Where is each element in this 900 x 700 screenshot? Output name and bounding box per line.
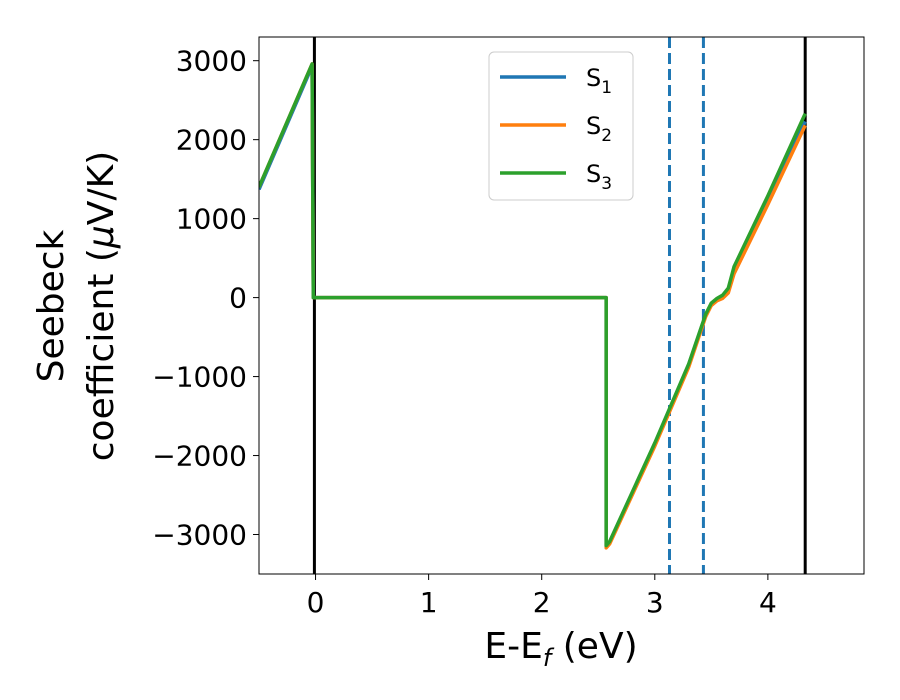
x-axis-label: E-Ef (eV) <box>484 626 637 672</box>
x-tick-label: 0 <box>307 586 325 619</box>
x-tick-label: 2 <box>533 586 551 619</box>
y-tick-label: −2000 <box>152 440 247 473</box>
y-axis-label-line2: coefficient (μV/K) <box>81 151 122 461</box>
plot-frame <box>258 36 865 575</box>
legend-label-s3: S3 <box>586 160 612 194</box>
y-tick-label: 2000 <box>176 124 247 157</box>
x-axis: 0 1 2 3 4 <box>307 574 777 619</box>
y-tick-label: 1000 <box>176 203 247 236</box>
y-axis: −3000 −2000 −1000 0 1000 2000 3000 <box>152 45 259 552</box>
y-axis-label-mu: μ <box>81 225 122 249</box>
series-lines <box>259 62 807 550</box>
x-tick-label: 3 <box>646 586 664 619</box>
y-tick-label: −3000 <box>152 519 247 552</box>
y-tick-label: −1000 <box>152 361 247 394</box>
x-tick-label: 4 <box>759 586 777 619</box>
legend: S1 S2 S3 <box>488 51 634 201</box>
y-tick-label: 3000 <box>176 45 247 78</box>
x-axis-label-unit: (eV) <box>551 626 637 667</box>
x-tick-label: 1 <box>420 586 438 619</box>
legend-label-s2: S2 <box>586 112 612 146</box>
y-tick-label: 0 <box>229 282 247 315</box>
series-line-s3 <box>259 62 807 548</box>
legend-label-s1: S1 <box>586 64 612 98</box>
y-axis-label-line1: Seebeck <box>31 229 72 382</box>
